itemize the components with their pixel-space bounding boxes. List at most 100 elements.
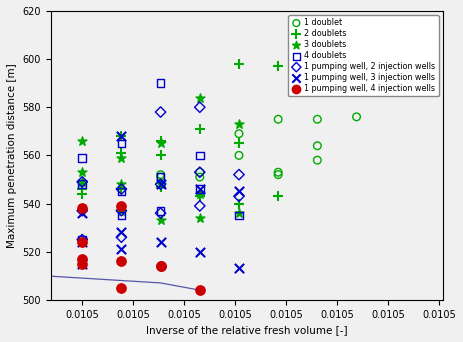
1 pumping well, 4 injection wells <box>196 287 203 293</box>
1 pumping well, 2 injection wells <box>196 203 203 209</box>
4 doublets <box>39 218 47 223</box>
2 doublets <box>79 191 86 197</box>
1 doublet <box>157 174 164 180</box>
3 doublets <box>118 155 125 160</box>
1 doublet <box>157 172 164 177</box>
1 doublet <box>275 117 282 122</box>
2 doublets <box>275 64 282 69</box>
1 pumping well, 2 injection wells <box>79 179 86 185</box>
1 doublet <box>275 172 282 177</box>
3 doublets <box>196 191 203 197</box>
1 pumping well, 2 injection wells <box>157 182 164 187</box>
1 pumping well, 2 injection wells <box>79 237 86 242</box>
1 doublet <box>353 114 360 120</box>
4 doublets <box>118 141 125 146</box>
1 pumping well, 2 injection wells <box>118 208 125 213</box>
1 doublet <box>235 131 243 136</box>
3 doublets <box>157 218 164 223</box>
4 doublets <box>79 182 86 187</box>
2 doublets <box>118 186 125 192</box>
4 doublets <box>157 174 164 180</box>
1 pumping well, 3 injection wells <box>118 133 125 139</box>
4 doublets <box>196 186 203 192</box>
1 pumping well, 3 injection wells <box>118 229 125 235</box>
1 pumping well, 3 injection wells <box>157 239 164 245</box>
1 doublet <box>275 170 282 175</box>
2 doublets <box>118 150 125 156</box>
3 doublets <box>235 210 243 216</box>
3 doublets <box>118 182 125 187</box>
3 doublets <box>196 95 203 100</box>
1 doublet <box>313 157 321 163</box>
2 doublets <box>235 141 243 146</box>
1 pumping well, 3 injection wells <box>39 215 47 221</box>
1 pumping well, 2 injection wells <box>157 210 164 216</box>
1 pumping well, 2 injection wells <box>196 105 203 110</box>
1 pumping well, 4 injection wells <box>79 261 86 266</box>
1 pumping well, 4 injection wells <box>0 251 7 257</box>
3 doublets <box>118 208 125 213</box>
1 pumping well, 4 injection wells <box>39 254 47 259</box>
1 pumping well, 4 injection wells <box>157 263 164 269</box>
3 doublets <box>157 182 164 187</box>
1 pumping well, 4 injection wells <box>79 239 86 245</box>
1 pumping well, 4 injection wells <box>118 285 125 290</box>
3 doublets <box>39 167 47 172</box>
1 pumping well, 4 injection wells <box>79 206 86 211</box>
1 pumping well, 2 injection wells <box>235 194 243 199</box>
1 pumping well, 3 injection wells <box>235 189 243 194</box>
2 doublets <box>196 194 203 199</box>
4 doublets <box>118 213 125 218</box>
1 doublet <box>313 143 321 148</box>
4 doublets <box>157 208 164 213</box>
1 pumping well, 3 injection wells <box>118 247 125 252</box>
4 doublets <box>118 189 125 194</box>
1 pumping well, 2 injection wells <box>39 239 47 245</box>
2 doublets <box>235 201 243 206</box>
1 pumping well, 4 injection wells <box>39 275 47 281</box>
1 doublet <box>235 153 243 158</box>
2 doublets <box>118 133 125 139</box>
Legend: 1 doublet, 2 doublets, 3 doublets, 4 doublets, 1 pumping well, 2 injection wells: 1 doublet, 2 doublets, 3 doublets, 4 dou… <box>288 15 439 96</box>
2 doublets <box>79 186 86 192</box>
1 pumping well, 3 injection wells <box>79 210 86 216</box>
1 pumping well, 2 injection wells <box>39 210 47 216</box>
2 doublets <box>196 126 203 132</box>
4 doublets <box>39 109 47 115</box>
X-axis label: Inverse of the relative fresh volume [-]: Inverse of the relative fresh volume [-] <box>146 325 348 335</box>
1 doublet <box>196 170 203 175</box>
1 pumping well, 3 injection wells <box>196 249 203 254</box>
2 doublets <box>157 138 164 144</box>
1 pumping well, 2 injection wells <box>118 186 125 192</box>
1 pumping well, 4 injection wells <box>157 263 164 269</box>
3 doublets <box>196 215 203 221</box>
3 doublets <box>79 170 86 175</box>
1 pumping well, 2 injection wells <box>79 208 86 213</box>
3 doublets <box>235 121 243 127</box>
4 doublets <box>157 80 164 86</box>
1 pumping well, 2 injection wells <box>235 172 243 177</box>
1 pumping well, 4 injection wells <box>0 232 7 238</box>
4 doublets <box>196 153 203 158</box>
1 pumping well, 3 injection wells <box>79 239 86 245</box>
4 doublets <box>235 213 243 218</box>
2 doublets <box>235 61 243 67</box>
3 doublets <box>39 184 47 189</box>
1 pumping well, 3 injection wells <box>79 261 86 266</box>
1 pumping well, 4 injection wells <box>118 259 125 264</box>
1 pumping well, 4 injection wells <box>0 201 7 206</box>
1 pumping well, 2 injection wells <box>157 109 164 115</box>
1 pumping well, 3 injection wells <box>157 182 164 187</box>
1 pumping well, 2 injection wells <box>196 170 203 175</box>
4 doublets <box>39 184 47 189</box>
2 doublets <box>157 153 164 158</box>
1 pumping well, 4 injection wells <box>118 203 125 209</box>
1 doublet <box>313 117 321 122</box>
1 pumping well, 3 injection wells <box>39 254 47 259</box>
3 doublets <box>79 179 86 185</box>
1 pumping well, 4 injection wells <box>79 256 86 262</box>
2 doublets <box>157 184 164 189</box>
3 doublets <box>79 138 86 144</box>
3 doublets <box>157 141 164 146</box>
1 pumping well, 4 injection wells <box>39 160 47 165</box>
